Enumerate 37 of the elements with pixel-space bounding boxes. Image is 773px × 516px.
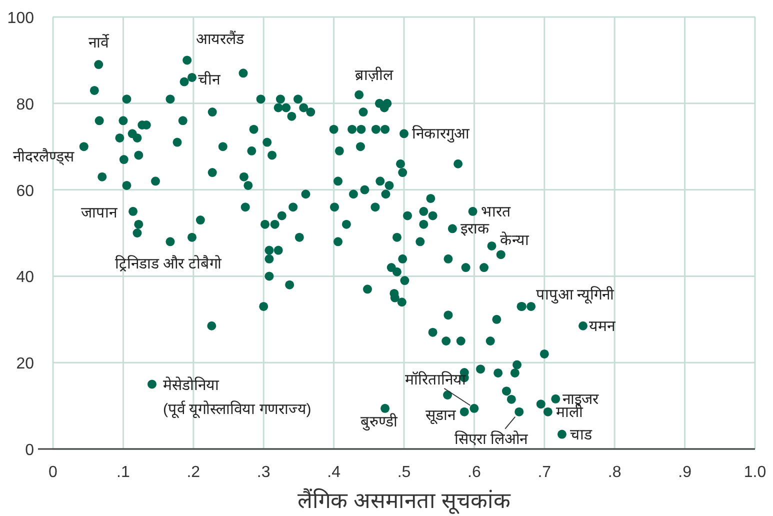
annotation: मॉरितानिया xyxy=(405,371,466,388)
x-tick-label: .3 xyxy=(256,464,270,481)
y-tick-label: 0 xyxy=(25,442,34,459)
annotation: नार्वे xyxy=(88,34,109,52)
annotation: इराक xyxy=(460,220,490,238)
annotation: यमन xyxy=(589,318,615,335)
x-tick-label: .5 xyxy=(397,464,411,481)
y-tick-label: 80 xyxy=(16,96,34,114)
annotation: बुरुण्डी xyxy=(360,413,398,430)
annotation: पापुआ न्यूगिनी xyxy=(536,286,614,304)
x-tick-label: 1.0 xyxy=(744,464,766,481)
annotation: भारत xyxy=(480,203,511,220)
x-tick-label: .8 xyxy=(608,464,622,481)
annotation: केन्या xyxy=(500,232,529,249)
x-tick-label: .7 xyxy=(538,464,552,481)
x-tick-label: .1 xyxy=(116,464,130,481)
annotation: नीदरलैण्ड्स xyxy=(12,148,74,166)
annotation: मेसेडोनिया (पूर्व यूगोस्लाविया गणराज्य) xyxy=(162,377,312,418)
annotation: आयरलैंड xyxy=(196,31,244,48)
annotation: सिएरा लिओन xyxy=(454,430,528,448)
x-tick-label: 0 xyxy=(48,464,58,481)
x-tick-label: .6 xyxy=(468,464,481,481)
annotation: चाड xyxy=(570,426,592,444)
x-tick-label: .4 xyxy=(327,464,341,481)
annotation: चीन xyxy=(198,71,220,88)
y-tick-label: 20 xyxy=(16,356,34,373)
y-tick-label: 100 xyxy=(7,10,34,27)
y-tick-label: 60 xyxy=(16,182,34,200)
annotation: सूडान xyxy=(425,406,456,424)
x-tick-label: .9 xyxy=(678,464,692,481)
annotation: ब्राज़ील xyxy=(355,66,394,84)
annotation: ट्रिनिडाड और टोबैगो xyxy=(115,256,222,273)
y-tick-label: 40 xyxy=(16,269,34,286)
x-tick-label: .2 xyxy=(186,464,200,481)
annotation: जापान xyxy=(81,204,118,222)
x-axis-title: लैंगिक असमानता सूचकांक xyxy=(297,488,512,515)
annotation: निकारगुआ xyxy=(412,126,469,143)
